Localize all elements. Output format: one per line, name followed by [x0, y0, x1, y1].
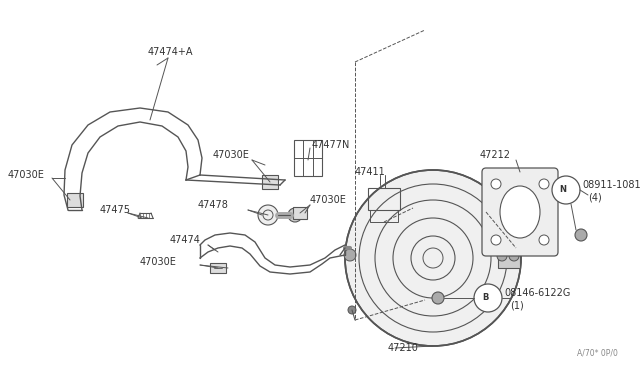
Text: (4): (4)	[588, 193, 602, 203]
Circle shape	[345, 170, 521, 346]
Text: 47030E: 47030E	[140, 257, 177, 267]
Circle shape	[344, 249, 356, 261]
Text: 47030E: 47030E	[213, 150, 250, 160]
Text: 08146-6122G: 08146-6122G	[504, 288, 570, 298]
Text: 47212: 47212	[480, 150, 511, 160]
FancyBboxPatch shape	[262, 175, 278, 189]
FancyBboxPatch shape	[482, 168, 558, 256]
FancyBboxPatch shape	[67, 193, 83, 207]
Ellipse shape	[500, 186, 540, 238]
FancyBboxPatch shape	[498, 244, 520, 268]
Circle shape	[491, 179, 501, 189]
Circle shape	[258, 205, 278, 225]
Circle shape	[288, 208, 302, 222]
FancyBboxPatch shape	[210, 263, 226, 273]
Circle shape	[539, 235, 549, 245]
Text: 47411: 47411	[355, 167, 386, 177]
Text: A/70* 0P/0: A/70* 0P/0	[577, 349, 618, 358]
Circle shape	[497, 251, 507, 261]
Text: B: B	[482, 294, 488, 302]
Circle shape	[552, 176, 580, 204]
Text: 47210: 47210	[388, 343, 419, 353]
Text: 47474: 47474	[170, 235, 201, 245]
Circle shape	[432, 292, 444, 304]
FancyBboxPatch shape	[293, 207, 307, 219]
Text: 47477N: 47477N	[312, 140, 350, 150]
Text: 47030E: 47030E	[8, 170, 45, 180]
Text: 47475: 47475	[100, 205, 131, 215]
Text: 47478: 47478	[198, 200, 229, 210]
Circle shape	[491, 235, 501, 245]
Circle shape	[509, 251, 519, 261]
Text: N: N	[559, 186, 566, 195]
Text: (1): (1)	[510, 301, 524, 311]
Circle shape	[539, 179, 549, 189]
Text: 47030E: 47030E	[310, 195, 347, 205]
Circle shape	[474, 284, 502, 312]
Text: 08911-1081G: 08911-1081G	[582, 180, 640, 190]
Circle shape	[348, 306, 356, 314]
Circle shape	[575, 229, 587, 241]
Text: 47474+A: 47474+A	[148, 47, 193, 57]
